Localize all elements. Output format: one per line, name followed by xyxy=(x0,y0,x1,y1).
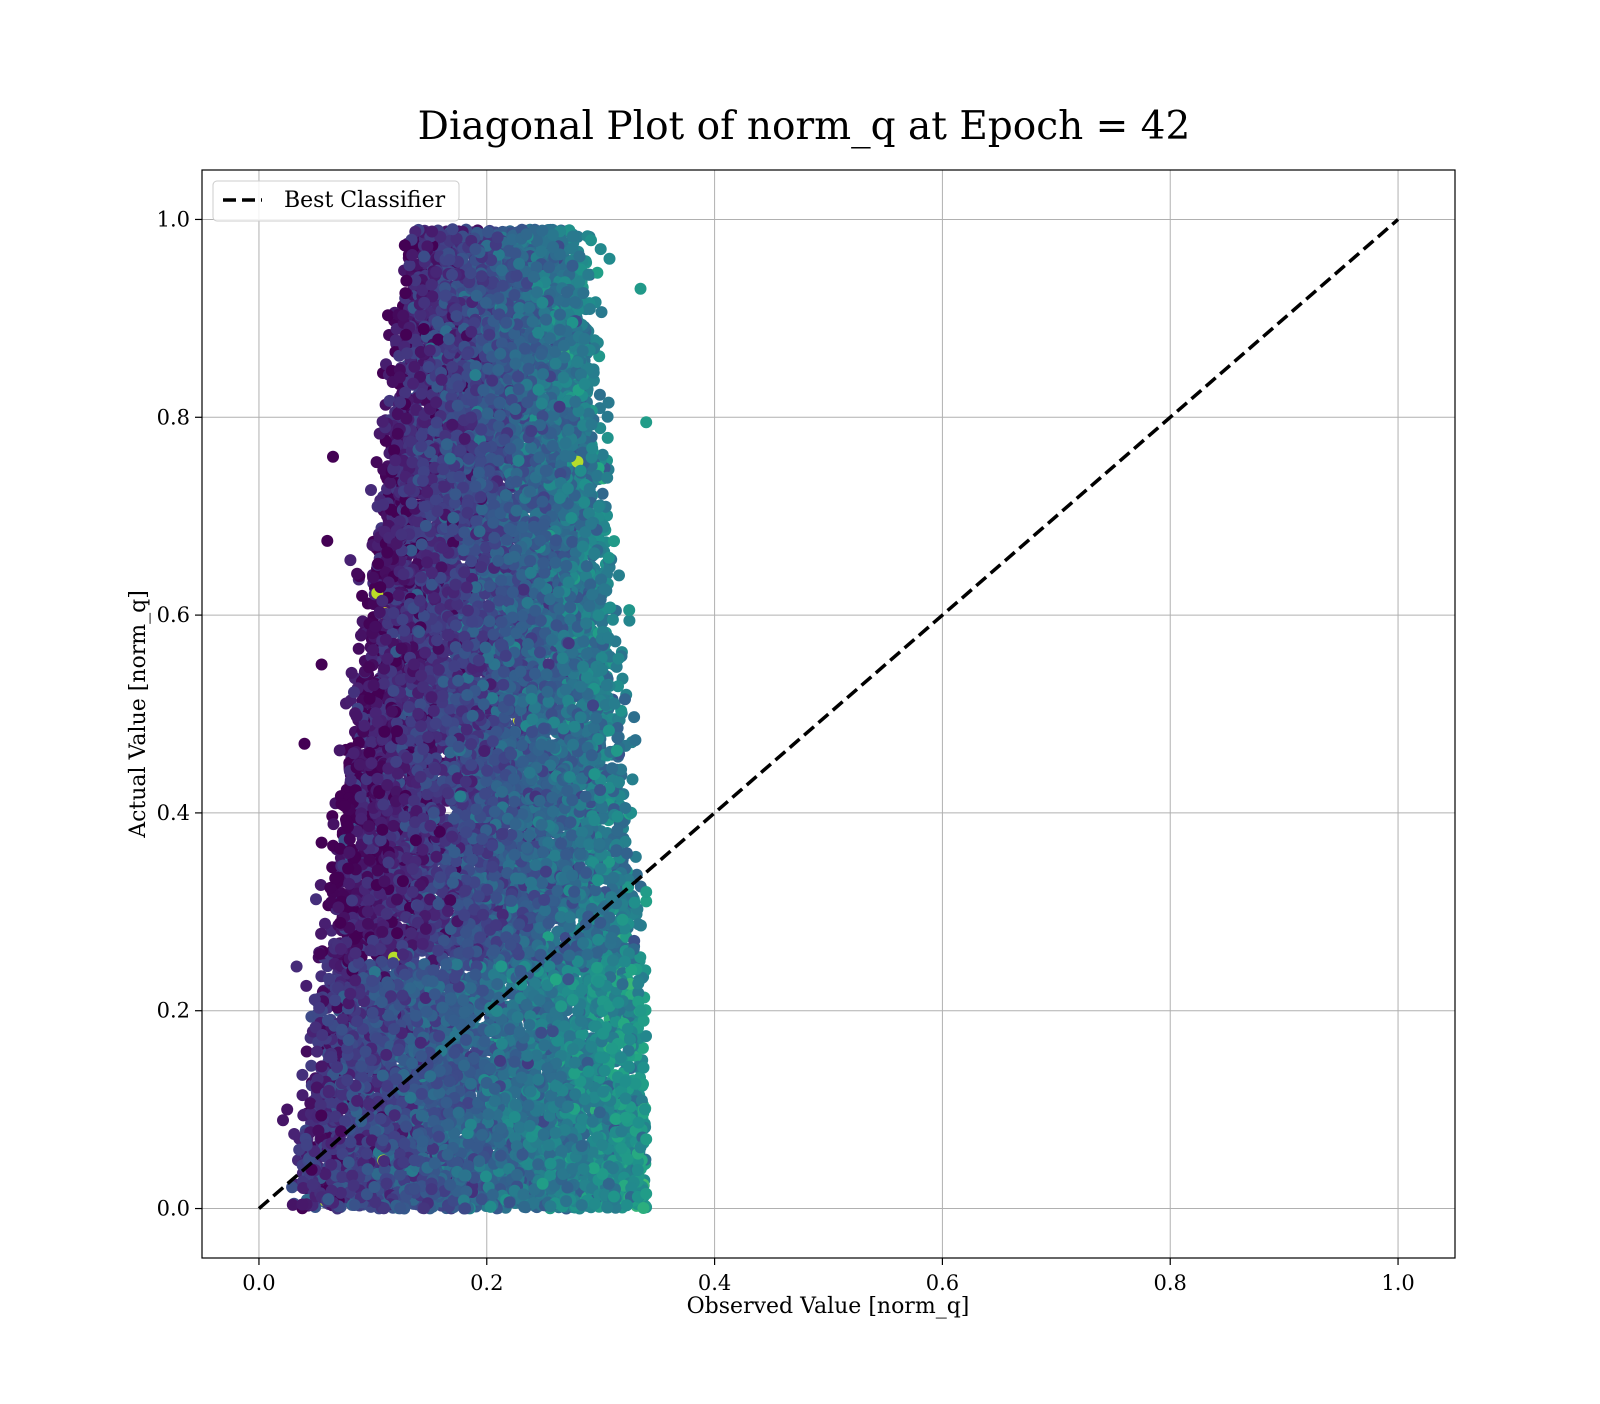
scatter-point xyxy=(628,711,640,723)
scatter-point xyxy=(344,554,356,566)
scatter-point xyxy=(346,667,358,679)
scatter-point xyxy=(305,1060,317,1072)
scatter-point xyxy=(277,1114,289,1126)
scatter-point xyxy=(365,484,377,496)
chart-title: Diagonal Plot of norm_q at Epoch = 42 xyxy=(418,104,1191,149)
scatter-point xyxy=(301,1046,313,1058)
scatter-point xyxy=(597,488,609,500)
